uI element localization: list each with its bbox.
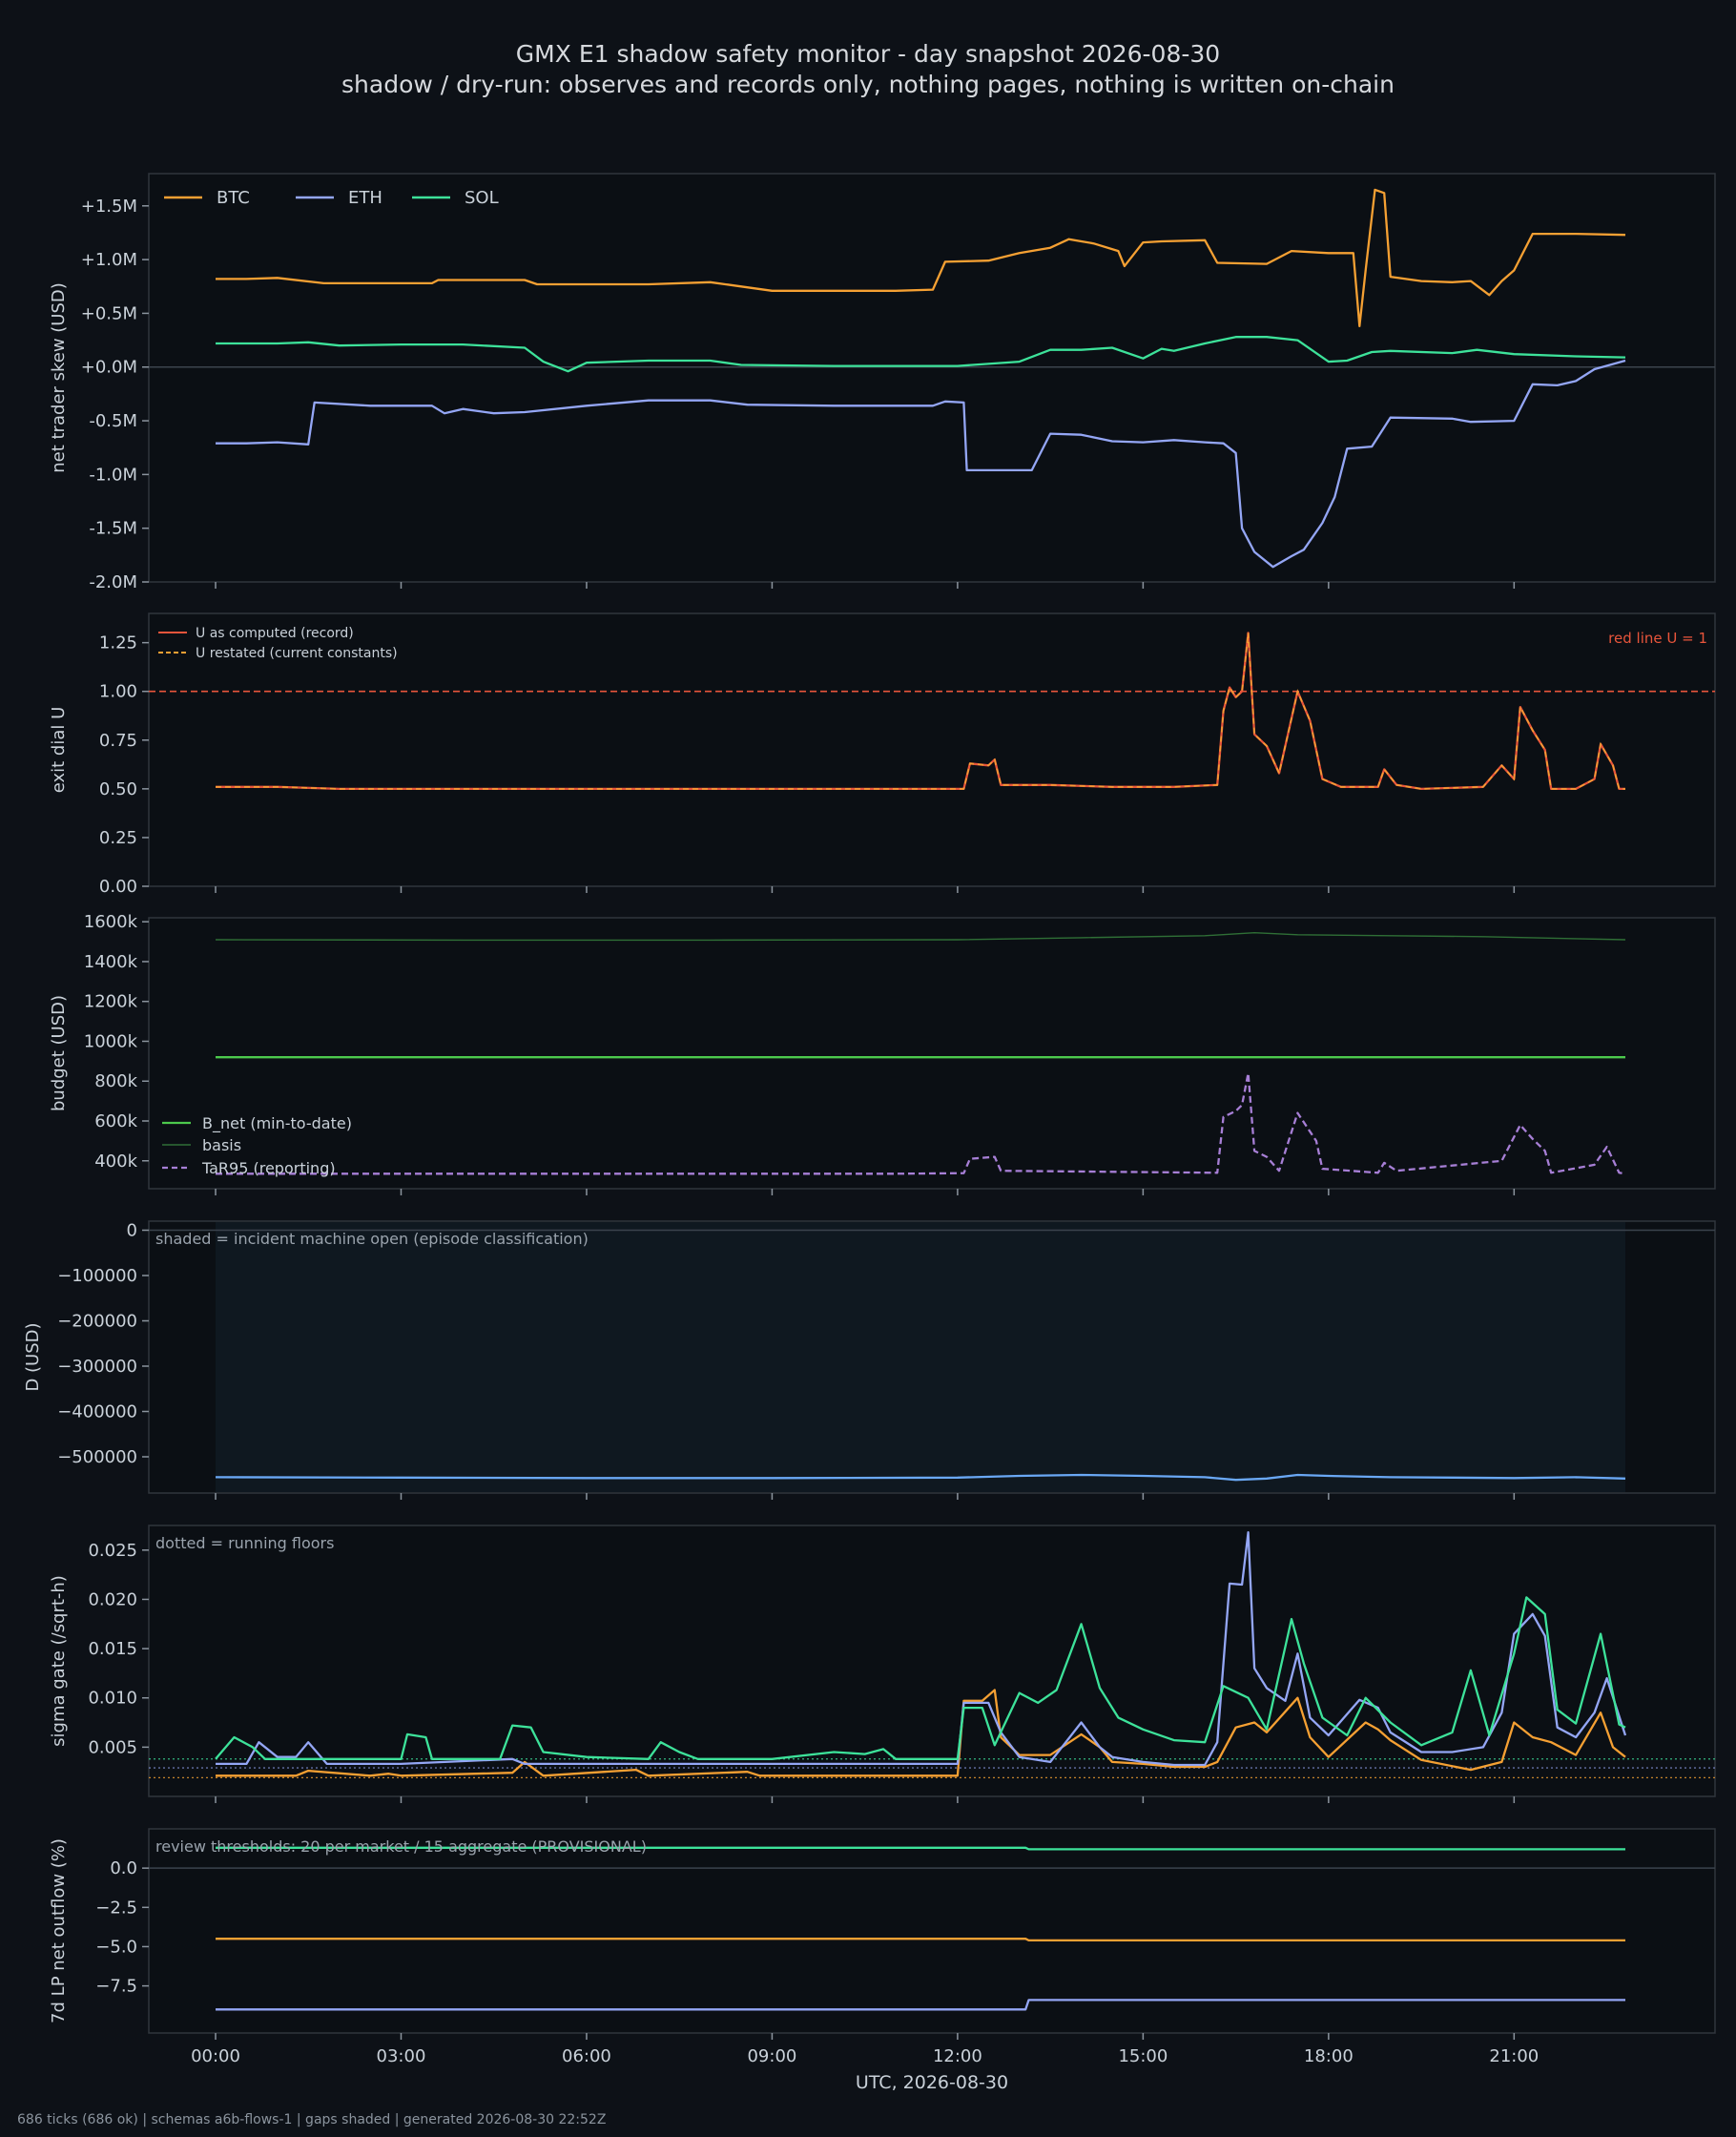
incident-shade [216,1222,1626,1492]
legend-budget: B_net (min-to-date) basis TaR95 (reporting… [162,1114,352,1177]
y-tick-label: 800k [94,1071,137,1091]
panel-6: −7.5 −5.0 −2.5 0.0 7d LP net outflow (%) revi… [49,1828,1716,2040]
y-tick-label: −5.0 [95,1937,137,1957]
y-tick-label: -1.5M [89,519,137,539]
x-tick-label: 21:00 [1489,2046,1539,2066]
x-tick-label: 06:00 [562,2046,611,2066]
panel-annotation: dotted = running floors [155,1534,334,1552]
series-line-btc [216,1938,1625,1942]
y-tick-label: 0.50 [99,779,137,799]
y-axis-label: budget (USD) [49,995,69,1111]
legend-label: U as computed (record) [196,626,354,641]
x-tick-label: 18:00 [1304,2046,1354,2066]
x-tick-label: 09:00 [747,2046,796,2066]
series-line-eth [216,359,1626,569]
plot-area [148,173,1716,583]
y-tick-label: 0.00 [99,877,137,897]
legend-label: BTC [217,188,250,208]
y-tick-label: -2.0M [89,572,137,592]
series-line-eth [216,1999,1625,2011]
y-tick-label: 1200k [84,992,138,1012]
y-tick-label: 1400k [84,952,138,972]
x-tick-label: 00:00 [191,2046,240,2066]
legend-label: SOL [465,188,499,208]
y-tick-label: +1.5M [81,197,137,217]
panel-3: 400k 600k 800k 1000k 1200k 1400k 1600k budget (… [49,912,1716,1195]
panel-4: −500000 −400000 −300000 −200000 −100000 0 D (U… [23,1220,1716,1500]
y-tick-label: −2.5 [95,1898,137,1918]
legend-label: ETH [348,188,382,208]
legend-label: U restated (current constants) [196,646,398,661]
y-axis-label: 7d LP net outflow (%) [49,1838,69,2023]
series-line-u-restated [216,633,1625,790]
y-tick-label: 1.00 [99,682,137,702]
y-tick-label: 0.25 [99,828,137,848]
y-axis-label: D (USD) [23,1322,43,1391]
y-tick-label: −300000 [57,1357,137,1377]
y-axis-label: sigma gate (/sqrt-h) [49,1575,69,1747]
chart-title: GMX E1 shadow safety monitor - day snaps… [515,40,1221,68]
legend-u: U as computed (record) U restated (curren… [158,626,398,661]
y-tick-label: 0.0 [110,1858,137,1878]
footer-status: 686 ticks (686 ok) | schemas a6b-flows-1… [17,2112,607,2127]
series-line-sol [216,1846,1625,1851]
y-axis-label: exit dial U [49,707,69,794]
panel-5: 0.005 0.010 0.015 0.020 0.025 sigma gate (/sq… [49,1525,1716,1803]
y-axis-label: net trader skew (USD) [49,282,69,473]
y-tick-label: 0.010 [88,1689,137,1709]
y-tick-label: -0.5M [89,411,137,431]
chart-subtitle: shadow / dry-run: observes and records o… [341,71,1395,98]
legend-skew: BTC ETH SOL [164,188,499,208]
y-tick-label: -1.0M [89,465,137,485]
y-tick-label: −400000 [57,1402,137,1422]
y-tick-label: 400k [94,1151,137,1172]
series-line-sol [216,336,1626,373]
y-tick-label: +0.0M [81,358,137,378]
x-tick-label: 15:00 [1118,2046,1168,2066]
y-tick-label: 0.005 [88,1737,137,1757]
y-tick-label: −500000 [57,1447,137,1467]
y-tick-label: −200000 [57,1312,137,1332]
plot-area [148,917,1716,1190]
series-line-eth [216,1531,1627,1767]
red-line-annotation: red line U = 1 [1608,630,1707,647]
plot-area [148,612,1716,887]
y-tick-label: +0.5M [81,303,137,323]
y-tick-label: −100000 [57,1266,137,1286]
y-tick-label: 0 [127,1221,137,1241]
series-line-tar95 [216,1071,1626,1175]
y-tick-label: 0.75 [99,731,137,751]
panel-2: 0.00 0.25 0.50 0.75 1.00 1.25 exit dial U red l… [49,612,1716,897]
y-tick-label: 0.025 [88,1541,137,1561]
y-tick-label: 600k [94,1111,137,1131]
plot-area [148,1828,1716,2034]
series-line-sol [215,1596,1626,1760]
y-tick-label: 0.015 [88,1639,137,1659]
series-line-btc [216,188,1626,328]
x-tick-label: 03:00 [377,2046,426,2066]
series-line-basis [215,932,1626,942]
plot-area [148,1525,1716,1797]
legend-label: basis [202,1136,241,1154]
y-tick-label: −7.5 [95,1977,137,1997]
panel-annotation: shaded = incident machine open (episode … [155,1230,589,1248]
legend-label: TaR95 (reporting) [201,1159,336,1177]
panel-1: -2.0M -1.5M -1.0M -0.5M +0.0M +0.5M +1.0M +1.5M… [49,173,1716,592]
x-tick-label: 12:00 [933,2046,982,2066]
x-axis: 00:00 03:00 06:00 09:00 12:00 15:00 18:00 21:00… [191,2046,1539,2093]
legend-label: B_net (min-to-date) [202,1114,352,1133]
y-tick-label: 0.020 [88,1589,137,1609]
panel-annotation: review thresholds: 20 per market / 15 ag… [155,1837,647,1856]
y-tick-label: 1000k [84,1031,138,1051]
y-tick-label: +1.0M [81,250,137,270]
series-line-d [215,1473,1626,1482]
y-tick-label: 1600k [84,912,138,932]
x-axis-label: UTC, 2026-08-30 [856,2072,1008,2093]
y-tick-label: 1.25 [99,633,137,654]
